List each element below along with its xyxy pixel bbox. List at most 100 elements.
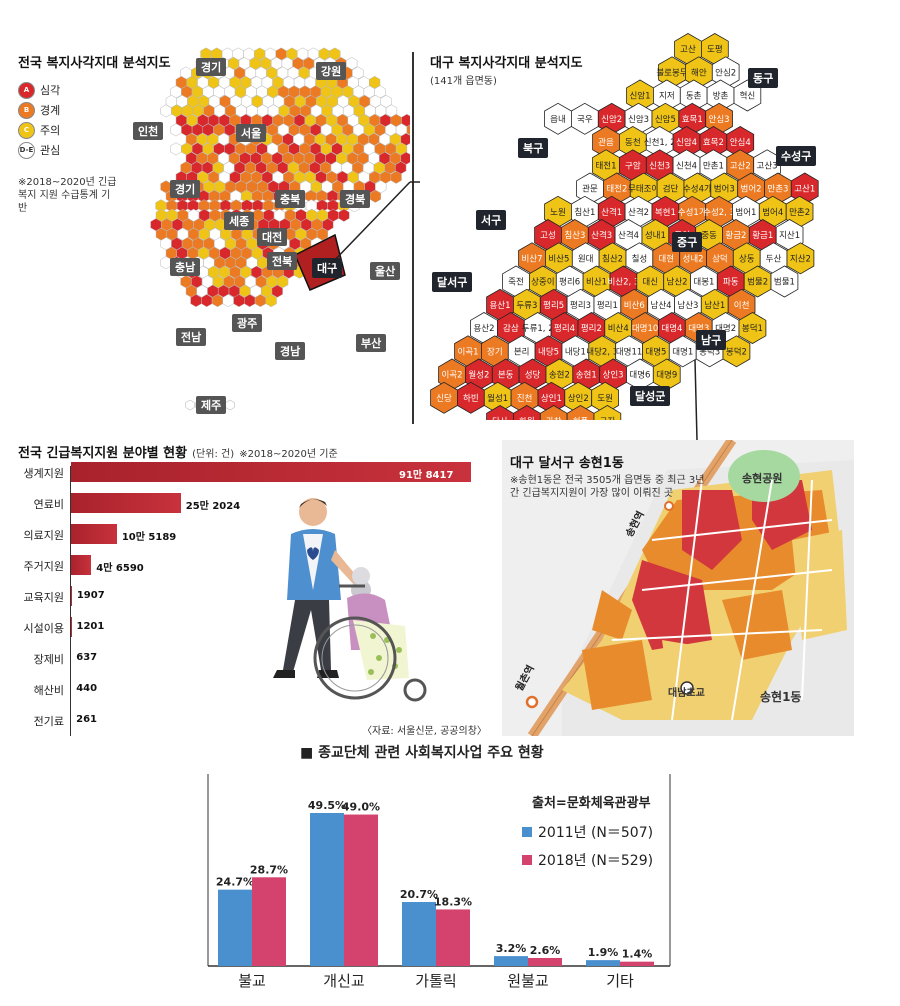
dong-label: 범어1	[735, 207, 756, 218]
region-hex	[271, 284, 283, 298]
dong-label: 만촌2	[789, 208, 810, 218]
welfare-value-label: 10만 5189	[121, 532, 177, 543]
welfare-bar	[71, 555, 92, 575]
district-label: 중구	[672, 232, 703, 252]
welfare-value-label: 261	[76, 714, 97, 725]
songhyeon-dong-label: 송현1동	[760, 690, 802, 704]
daegu-map-title: 대구 복지사각지대 분석지도	[430, 56, 583, 71]
religion-bar-2011	[494, 956, 528, 966]
dong-label: 송현1	[576, 371, 597, 381]
songhyeon-map-panel: 대구 달서구 송현1동 ※송현1동은 전국 3505개 읍면동 중 최근 3년간…	[502, 440, 854, 736]
dong-label: 용산1	[489, 300, 510, 311]
legend-item-0: A 심각	[18, 80, 128, 100]
welfare-chart-source: 〈자료: 서울신문, 공공의창〉	[362, 726, 487, 737]
region-hex	[265, 294, 277, 308]
dong-label: 감삼	[503, 323, 519, 334]
region-hex	[170, 142, 182, 156]
legend-2018-label: 2018년 (N＝529)	[538, 853, 654, 869]
dong-label: 신암3	[628, 114, 649, 125]
dong-label: 방촌	[713, 91, 729, 102]
dong-label: 상중이	[531, 277, 554, 288]
dong-label: 진천	[517, 393, 533, 404]
district-label: 서구	[476, 210, 507, 230]
dong-label: 신암4	[676, 137, 697, 148]
dong-label: 동천	[625, 137, 641, 148]
legend-hex-icon: C	[18, 121, 35, 139]
region-label: 경기	[196, 58, 227, 76]
welfare-bar	[71, 524, 117, 544]
dong-label: 산격3	[591, 230, 612, 241]
dong-label: 산격2	[628, 207, 649, 218]
dong-label: 월성1	[487, 393, 508, 404]
dong-label: 장기	[487, 346, 503, 357]
region-label: 울산	[370, 262, 401, 280]
dong-label: 월성2	[468, 370, 489, 381]
dong-label: 용산2	[473, 323, 494, 334]
dong-label: 고성	[540, 231, 556, 241]
dong-label: 읍내	[550, 115, 566, 125]
religion-value-label: 1.9%	[588, 946, 619, 959]
dong-label: 현풍	[573, 417, 589, 420]
welfare-category-label: 의료지원	[23, 529, 64, 542]
dong-label: 수성1가	[678, 208, 707, 218]
district-label: 달성군	[630, 386, 671, 406]
dong-label: 대명6	[629, 370, 650, 381]
legend-label: 심각	[40, 84, 61, 97]
dong-label: 황금1	[752, 230, 773, 241]
welfare-category-label: 해산비	[33, 684, 64, 697]
dong-label: 파동	[723, 278, 739, 288]
region-hex	[316, 227, 329, 241]
caregiver-wheelchair-illustration	[273, 498, 427, 702]
dong-label: 황금2	[725, 230, 746, 241]
dong-label: 산격1	[601, 207, 622, 218]
dong-label: 봉덕1	[742, 323, 763, 334]
dong-label: 국우	[577, 115, 593, 125]
dong-label: 남산4	[651, 300, 672, 311]
dong-label: 가창	[546, 417, 562, 420]
religion-category-label: 기타	[606, 972, 634, 990]
dong-label: 상인2	[568, 393, 589, 404]
dong-label: 비산7	[521, 253, 542, 264]
daegu-map-subtitle: (141개 읍면동)	[430, 76, 497, 87]
religion-bar-chart: 24.7%28.7% 불교 49.5%49.0% 개신교 20.7%18.3% 가톨릭 3.…	[207, 774, 671, 990]
region-label: 충북	[275, 190, 306, 208]
dong-label: 두류1, 2	[522, 324, 554, 334]
park-label: 송현공원	[742, 472, 783, 485]
welfare-value-label: 25만 2024	[185, 501, 241, 512]
legend-label: 주의	[40, 124, 61, 137]
dong-label: 안심4	[730, 137, 751, 148]
legend-label: 경계	[40, 104, 61, 117]
welfare-category-label: 주거지원	[23, 560, 64, 573]
region-label: 광주	[232, 314, 263, 332]
religion-value-label: 20.7%	[400, 888, 438, 901]
korea-map-note: ※2018~2020년 긴급복지 지원 수급통계 기반	[18, 177, 117, 214]
region-label: 인천	[133, 122, 164, 140]
dong-label: 칠성	[632, 254, 648, 264]
dong-label: 검단	[663, 184, 679, 195]
religion-legend: 2011년 (N＝507) 2018년 (N＝529)	[522, 822, 653, 870]
dong-label: 두산	[766, 253, 782, 264]
dong-label: 고산2	[730, 160, 751, 171]
welfare-value-label: 637	[76, 652, 98, 663]
dong-label: 대명9	[656, 370, 677, 381]
dong-label: 평리4	[554, 323, 575, 334]
welfare-category-label: 장제비	[33, 653, 64, 666]
region-label: 서울	[236, 124, 267, 142]
dong-label: 다사	[492, 417, 508, 420]
religion-category-label: 개신교	[323, 972, 364, 990]
religion-bar-2011	[402, 902, 436, 966]
dong-label: 만촌1	[703, 161, 724, 171]
dong-label: 침산3	[564, 230, 585, 241]
dong-label: 봉덕2	[726, 346, 747, 357]
dong-label: 두류3	[516, 301, 537, 311]
dong-label: 침산2	[602, 253, 623, 264]
welfare-chart-unit: (단위: 건)	[192, 449, 235, 460]
dong-label: 해안	[691, 67, 707, 78]
welfare-category-label: 생계지원	[23, 467, 64, 480]
dong-label: 성내2	[683, 254, 704, 264]
welfare-bar	[71, 586, 72, 606]
school-label: 대남초교	[668, 688, 705, 699]
region-hex	[225, 399, 235, 411]
religion-bar-2018	[620, 961, 654, 966]
region-label: 강원	[316, 62, 347, 80]
